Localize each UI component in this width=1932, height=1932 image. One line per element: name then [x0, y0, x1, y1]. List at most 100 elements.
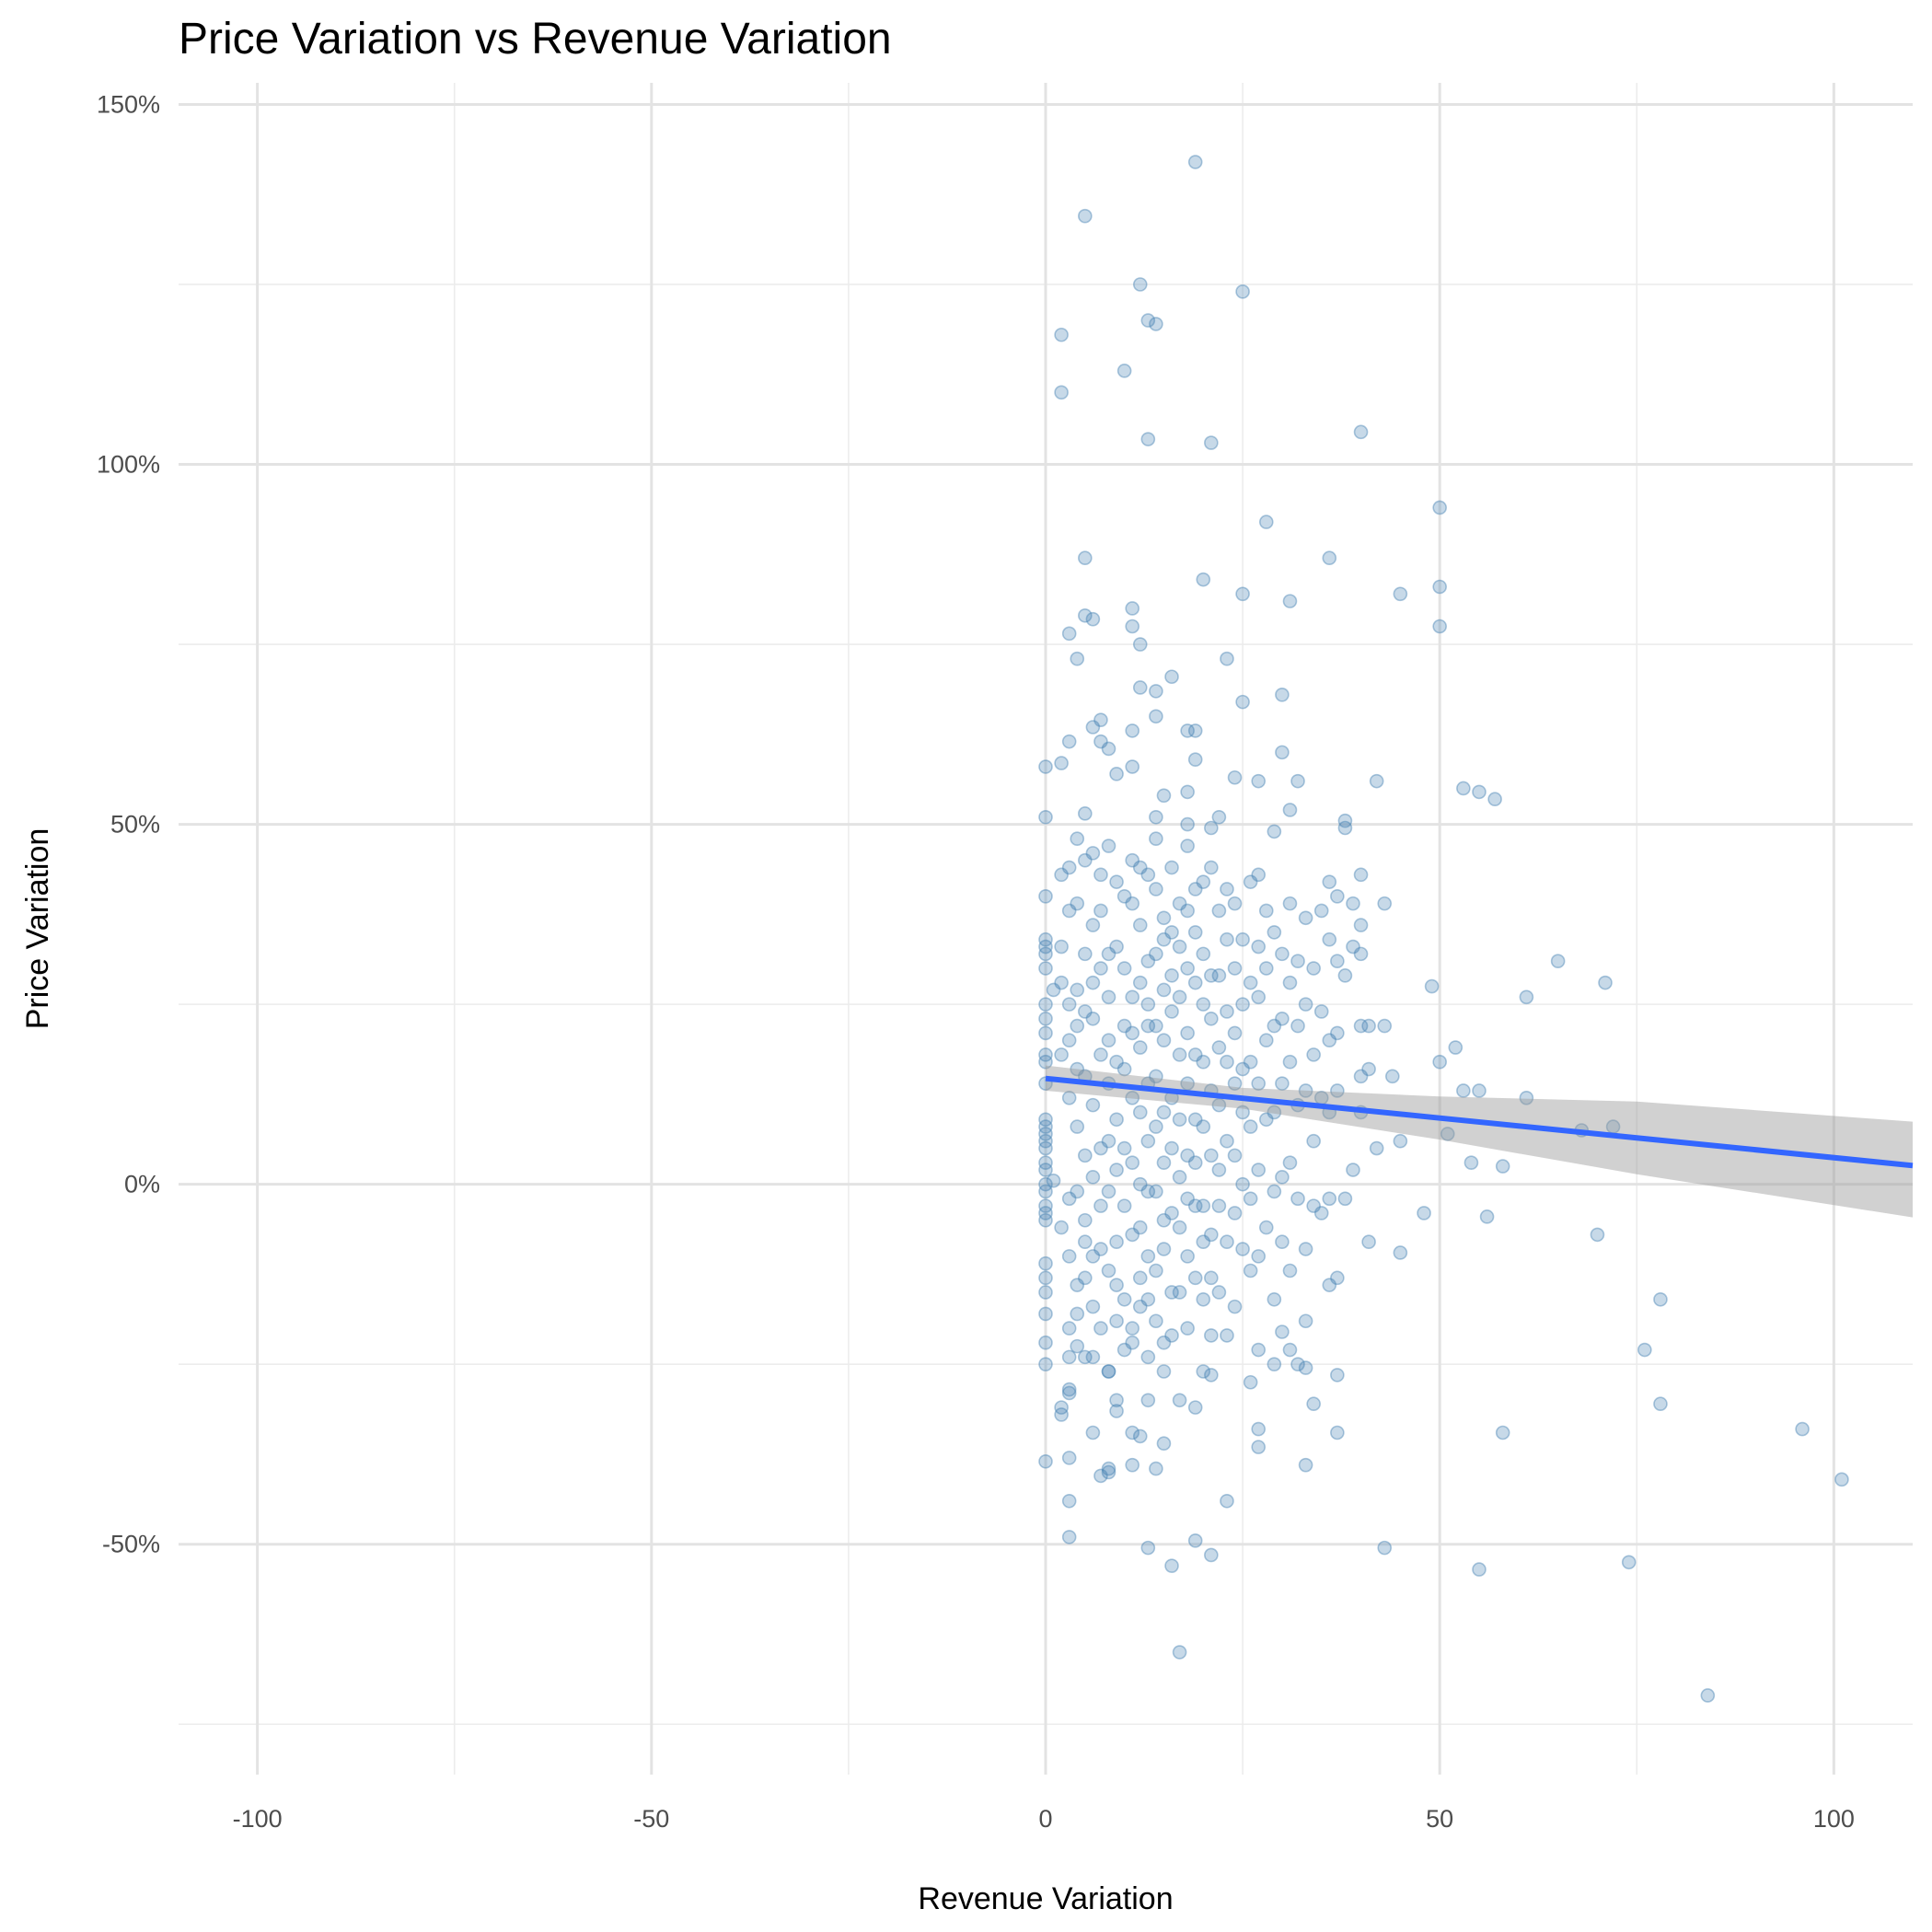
point	[1196, 997, 1211, 1012]
point	[1369, 773, 1384, 789]
point	[1369, 1140, 1384, 1156]
point	[1116, 1291, 1132, 1307]
point	[1243, 1119, 1258, 1134]
point	[1298, 910, 1313, 926]
point	[1479, 1209, 1495, 1224]
point	[1187, 1155, 1203, 1170]
point	[1424, 978, 1440, 994]
point	[1377, 896, 1393, 911]
point	[1054, 1400, 1069, 1415]
point	[1258, 1033, 1274, 1048]
point	[1298, 1313, 1313, 1329]
point	[1132, 1176, 1148, 1192]
point	[1132, 637, 1148, 652]
point	[1172, 1393, 1187, 1408]
point	[1330, 954, 1345, 968]
point	[1243, 1054, 1258, 1070]
point	[1038, 1184, 1053, 1199]
point	[1156, 1212, 1172, 1228]
point	[1109, 1404, 1124, 1418]
point	[1267, 1291, 1282, 1307]
point	[1125, 723, 1140, 738]
point	[1322, 550, 1337, 566]
point	[1220, 1004, 1234, 1019]
point	[1290, 1357, 1305, 1371]
point	[1377, 1540, 1393, 1556]
point	[1101, 1184, 1116, 1199]
point	[1251, 939, 1267, 954]
point	[1085, 1170, 1101, 1185]
point	[1196, 946, 1211, 962]
point	[1061, 903, 1077, 919]
point	[1038, 1047, 1053, 1062]
point	[1227, 896, 1243, 911]
point	[1085, 1425, 1101, 1440]
point	[1149, 1069, 1163, 1084]
point	[1330, 1083, 1345, 1098]
point	[1116, 364, 1132, 378]
point	[1038, 759, 1053, 774]
point	[1156, 931, 1172, 947]
point	[1322, 1033, 1337, 1048]
point	[1101, 946, 1116, 962]
point	[1101, 741, 1116, 757]
point	[1346, 1163, 1360, 1177]
point	[1125, 1155, 1140, 1170]
point	[1393, 1245, 1408, 1260]
point	[1377, 1018, 1393, 1034]
point	[1061, 1451, 1077, 1465]
point	[1196, 1291, 1211, 1307]
point	[1078, 1349, 1093, 1365]
point	[1258, 903, 1274, 919]
point	[1101, 1364, 1116, 1379]
point	[1046, 1173, 1061, 1188]
point	[1180, 1025, 1195, 1041]
point	[1149, 709, 1163, 724]
point	[1078, 1270, 1093, 1286]
point	[1125, 759, 1140, 774]
point	[1061, 1033, 1077, 1048]
point	[1235, 1176, 1250, 1192]
point	[1353, 1018, 1369, 1034]
point	[1061, 1091, 1077, 1105]
point	[1353, 1069, 1369, 1084]
point	[1061, 626, 1077, 642]
point	[1038, 1270, 1053, 1286]
point	[1061, 1321, 1077, 1336]
point	[1180, 1148, 1195, 1163]
point	[1282, 803, 1298, 817]
point	[1235, 931, 1250, 947]
point	[1211, 1040, 1227, 1055]
point	[1220, 1054, 1234, 1070]
point	[1038, 1176, 1053, 1192]
point	[1346, 939, 1360, 954]
point	[1267, 824, 1282, 839]
point	[1149, 684, 1163, 699]
point	[1132, 1299, 1148, 1314]
point	[1061, 1385, 1077, 1401]
point	[1282, 975, 1298, 990]
point	[1196, 1198, 1211, 1213]
point	[1298, 1457, 1313, 1473]
point	[1519, 1091, 1534, 1105]
point	[1243, 874, 1258, 889]
point	[1220, 1328, 1234, 1343]
point	[1038, 1054, 1053, 1070]
point	[1078, 946, 1093, 962]
point	[1172, 1645, 1187, 1660]
point	[1472, 784, 1487, 800]
point	[1243, 975, 1258, 990]
point	[1180, 816, 1195, 832]
point	[1235, 694, 1250, 710]
point	[1116, 1061, 1132, 1077]
point	[1078, 806, 1093, 821]
point	[1227, 961, 1243, 976]
point	[1125, 989, 1140, 1005]
point	[1093, 1468, 1108, 1484]
point	[1132, 975, 1148, 990]
point	[1093, 961, 1108, 976]
point	[1172, 1047, 1187, 1062]
point	[1140, 954, 1156, 968]
point	[1590, 1227, 1605, 1243]
